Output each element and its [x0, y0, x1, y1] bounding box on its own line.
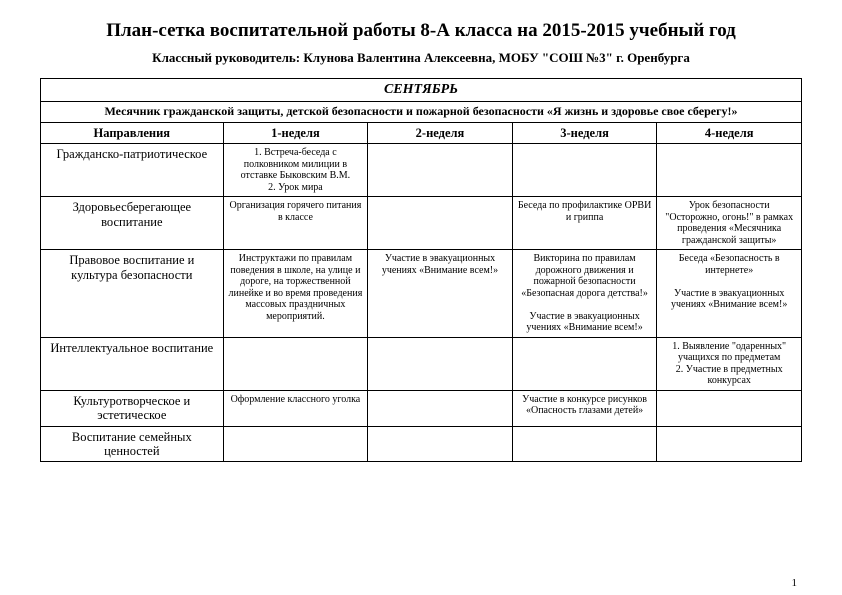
- table-row: Гражданско-патриотическое 1. Встреча-бес…: [41, 144, 802, 197]
- cell: [512, 337, 657, 390]
- cell: [223, 426, 368, 462]
- direction-cell: Правовое воспитание и культура безопасно…: [41, 250, 224, 338]
- table-row: Культуротворческое и эстетическое Оформл…: [41, 390, 802, 426]
- cell: Беседа по профилактике ОРВИ и гриппа: [512, 197, 657, 250]
- cell: 1. Выявление "одаренных" учащихся по пре…: [657, 337, 802, 390]
- table-row: Правовое воспитание и культура безопасно…: [41, 250, 802, 338]
- col-week2: 2-неделя: [368, 122, 513, 143]
- cell: Викторина по правилам дорожного движения…: [512, 250, 657, 338]
- cell: Участие в конкурсе рисунков «Опасность г…: [512, 390, 657, 426]
- cell: [368, 144, 513, 197]
- cell: [657, 144, 802, 197]
- cell: 1. Встреча-беседа с полковником милиции …: [223, 144, 368, 197]
- cell: [657, 426, 802, 462]
- col-week1: 1-неделя: [223, 122, 368, 143]
- cell: [368, 197, 513, 250]
- cell: Участие в эвакуационных учениях «Внимани…: [368, 250, 513, 338]
- cell: [368, 426, 513, 462]
- direction-cell: Гражданско-патриотическое: [41, 144, 224, 197]
- cell: [512, 426, 657, 462]
- banner-row: Месячник гражданской защиты, детской без…: [41, 102, 802, 123]
- direction-cell: Здоровьесберегающее воспитание: [41, 197, 224, 250]
- cell: [368, 337, 513, 390]
- table-row: Воспитание семейных ценностей: [41, 426, 802, 462]
- direction-cell: Культуротворческое и эстетическое: [41, 390, 224, 426]
- cell: Беседа «Безопасность в интернете»Участие…: [657, 250, 802, 338]
- cell: Инструктажи по правилам поведения в школ…: [223, 250, 368, 338]
- direction-cell: Интеллектуальное воспитание: [41, 337, 224, 390]
- direction-cell: Воспитание семейных ценностей: [41, 426, 224, 462]
- table-row: Интеллектуальное воспитание 1. Выявление…: [41, 337, 802, 390]
- page-title: План-сетка воспитательной работы 8-А кла…: [40, 20, 802, 42]
- page-number: 1: [792, 577, 798, 589]
- cell: Организация горячего питания в классе: [223, 197, 368, 250]
- table-row: Здоровьесберегающее воспитание Организац…: [41, 197, 802, 250]
- cell: Оформление классного уголка: [223, 390, 368, 426]
- cell: [657, 390, 802, 426]
- page-subtitle: Классный руководитель: Клунова Валентина…: [40, 50, 802, 66]
- cell: [368, 390, 513, 426]
- plan-table: СЕНТЯБРЬ Месячник гражданской защиты, де…: [40, 78, 802, 462]
- month-cell: СЕНТЯБРЬ: [41, 79, 802, 102]
- cell: Урок безопасности "Осторожно, огонь!" в …: [657, 197, 802, 250]
- col-week4: 4-неделя: [657, 122, 802, 143]
- cell: [512, 144, 657, 197]
- banner-cell: Месячник гражданской защиты, детской без…: [41, 102, 802, 123]
- month-row: СЕНТЯБРЬ: [41, 79, 802, 102]
- col-week3: 3-неделя: [512, 122, 657, 143]
- col-directions: Направления: [41, 122, 224, 143]
- cell: [223, 337, 368, 390]
- header-row: Направления 1-неделя 2-неделя 3-неделя 4…: [41, 122, 802, 143]
